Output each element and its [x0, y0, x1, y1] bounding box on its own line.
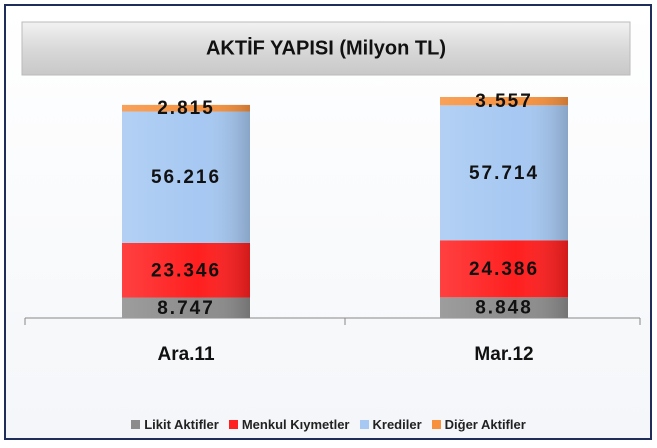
bar-shade [440, 240, 568, 298]
legend-label: Diğer Aktifler [444, 417, 526, 432]
legend-swatch [228, 420, 238, 429]
bar-shade [122, 104, 250, 112]
x-tick-label: Ara.11 [157, 344, 214, 365]
bar-shade [440, 97, 568, 106]
chart-title: AKTİF YAPISI (Milyon TL) [206, 36, 446, 59]
bar-shade [440, 297, 568, 318]
legend-item: Diğer Aktifler [431, 417, 526, 432]
legend-item: Menkul Kıymetler [228, 417, 350, 432]
bar-shade [440, 105, 568, 241]
x-tick-label: Mar.12 [474, 344, 533, 365]
data-label: 8.848 [475, 298, 533, 319]
data-label: 56.216 [151, 167, 221, 188]
bar-shade [122, 297, 250, 318]
data-label: 2.815 [157, 98, 215, 119]
legend-swatch [131, 420, 141, 429]
legend-swatch [359, 420, 369, 429]
title-box [21, 21, 631, 76]
data-label: 57.714 [469, 163, 539, 184]
legend-label: Likit Aktifler [144, 417, 219, 432]
legend-label: Krediler [372, 417, 422, 432]
legend-label: Menkul Kıymetler [241, 417, 350, 432]
legend-item: Likit Aktifler [131, 417, 219, 432]
data-label: 3.557 [475, 91, 533, 112]
legend-item: Krediler [359, 417, 422, 432]
data-label: 24.386 [469, 259, 539, 280]
data-label: 23.346 [151, 260, 221, 281]
bar-shade [122, 111, 250, 243]
legend-swatch [431, 420, 441, 429]
data-label: 8.747 [157, 298, 215, 319]
legend: Likit Aktifler Menkul Kıymetler Krediler Di… [0, 417, 657, 432]
bar-shade [122, 242, 250, 298]
